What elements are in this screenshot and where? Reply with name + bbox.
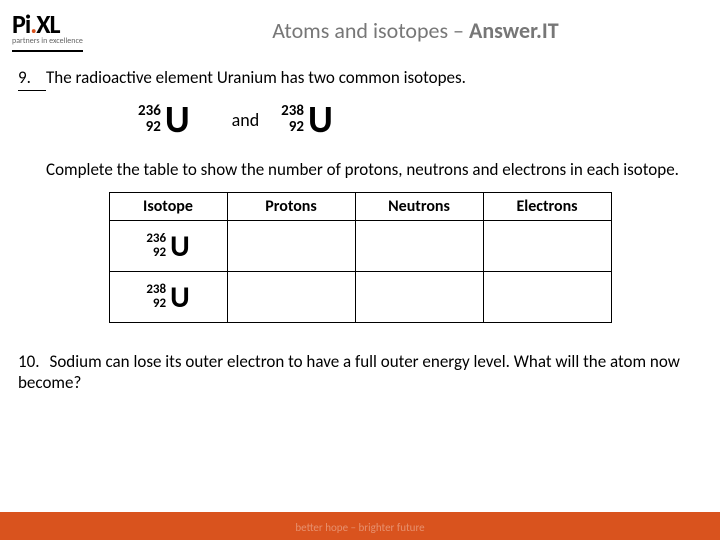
row2-isotope: 238 92 U [110, 272, 227, 322]
col-electrons: Electrons [483, 193, 611, 221]
row2-neutrons[interactable] [355, 272, 483, 323]
row1-protons[interactable] [227, 221, 355, 272]
q9-instruction: Complete the table to show the number of… [0, 153, 720, 180]
title-bold: Answer.IT [469, 17, 559, 44]
col-neutrons: Neutrons [355, 193, 483, 221]
row1-isotope: 236 92 U [110, 221, 227, 271]
iso1-symbol: U [165, 97, 190, 143]
isotope-1: 236 92 U [138, 97, 190, 143]
iso2-atomic: 92 [281, 120, 304, 136]
page-title: Atoms and isotopes – Answer.IT [123, 17, 708, 44]
row1-symbol: U [170, 228, 190, 265]
isotope-table: Isotope Protons Neutrons Electrons 236 9… [109, 192, 612, 323]
col-isotope: Isotope [109, 193, 227, 221]
row1-neutrons[interactable] [355, 221, 483, 272]
iso2-symbol: U [308, 97, 333, 143]
iso1-atomic: 92 [138, 120, 161, 136]
isotope-notation-row: 236 92 U and 238 92 U [18, 91, 702, 153]
q9-text: The radioactive element Uranium has two … [46, 67, 702, 91]
row1-electrons[interactable] [483, 221, 611, 272]
title-plain: Atoms and isotopes – [272, 17, 469, 44]
table-header-row: Isotope Protons Neutrons Electrons [109, 193, 611, 221]
question-10: 10.Sodium can lose its outer electron to… [0, 323, 720, 393]
logo-subtitle: partners in excellence [12, 36, 83, 46]
page-header: Pi.XL partners in excellence Atoms and i… [0, 0, 720, 57]
row2-mass: 238 [146, 283, 166, 297]
row2-atomic: 92 [146, 297, 166, 311]
q9-number: 9. [18, 67, 46, 91]
table-row: 238 92 U [109, 272, 611, 323]
row1-atomic: 92 [146, 246, 166, 260]
q10-text: Sodium can lose its outer electron to ha… [18, 351, 680, 393]
logo: Pi.XL partners in excellence [12, 8, 83, 52]
row1-mass: 236 [146, 232, 166, 246]
isotope-2: 238 92 U [281, 97, 333, 143]
row2-electrons[interactable] [483, 272, 611, 323]
question-9: 9. The radioactive element Uranium has t… [0, 57, 720, 153]
col-protons: Protons [227, 193, 355, 221]
row2-protons[interactable] [227, 272, 355, 323]
and-label: and [232, 109, 260, 131]
q10-number: 10. [18, 351, 40, 372]
table-row: 236 92 U [109, 221, 611, 272]
footer-text: better hope – brighter future [295, 521, 424, 534]
row2-symbol: U [170, 279, 190, 316]
footer-bar: better hope – brighter future [0, 514, 720, 540]
